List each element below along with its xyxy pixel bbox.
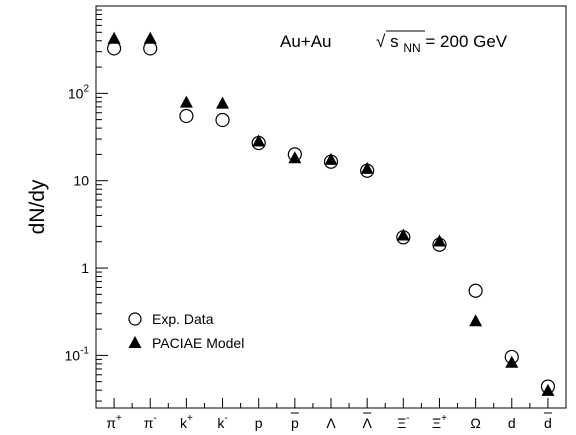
y-tick-label: 10-1	[65, 345, 90, 363]
model-point	[505, 355, 519, 368]
energy-sqrt-symbol: √	[376, 32, 386, 51]
x-tick-label: k-	[217, 413, 227, 431]
exp-data-point	[143, 41, 158, 56]
exp-data-point	[215, 112, 230, 128]
y-axis: 102 10 1 10-1	[65, 5, 108, 402]
y-tick-label: 10	[73, 173, 89, 189]
x-tick-label: k+	[180, 413, 193, 431]
model-point	[179, 95, 193, 108]
model-point	[216, 96, 230, 109]
collision-annotation: Au+Au √ s NN = 200 GeV	[280, 32, 508, 56]
model-point	[252, 134, 266, 147]
data-points	[106, 31, 556, 396]
legend-model-marker	[128, 336, 142, 348]
x-tick-label: Λ	[326, 415, 336, 431]
y-axis-label: dN/dy	[26, 179, 49, 234]
model-point	[396, 228, 410, 241]
x-tick-label: p	[255, 415, 263, 431]
model-point	[432, 234, 446, 247]
model-point	[107, 31, 121, 44]
energy-subscript: NN	[403, 41, 420, 55]
model-point	[324, 152, 338, 165]
legend: Exp. Data PACIAE Model	[128, 311, 244, 351]
exp-data-point	[468, 283, 483, 298]
x-tick-label: Λ	[362, 415, 372, 431]
collision-system: Au+Au	[280, 32, 332, 51]
x-tick-label: d	[544, 415, 552, 431]
y-tick-label: 1	[81, 260, 89, 276]
exp-data-point	[179, 108, 194, 124]
y-tick-label: 102	[68, 83, 90, 101]
x-tick-label: Ξ+	[432, 413, 447, 431]
model-point	[288, 151, 302, 164]
x-tick-label: π-	[144, 413, 157, 431]
exp-data-point	[106, 41, 122, 56]
x-tick-label: p	[291, 415, 299, 431]
legend-label: Exp. Data	[152, 311, 214, 327]
model-point	[360, 161, 374, 174]
model-point	[469, 314, 483, 327]
x-tick-label: π+	[106, 413, 122, 431]
x-tick-label: Ω	[470, 415, 480, 431]
x-tick-label: d	[508, 415, 516, 431]
x-tick-label: Ξ-	[397, 413, 409, 431]
energy-s: s	[390, 32, 399, 51]
energy-value: = 200 GeV	[425, 32, 507, 51]
model-point	[143, 31, 157, 44]
legend-exp-marker	[128, 312, 142, 326]
legend-label: PACIAE Model	[152, 335, 244, 351]
model-point	[541, 383, 555, 396]
